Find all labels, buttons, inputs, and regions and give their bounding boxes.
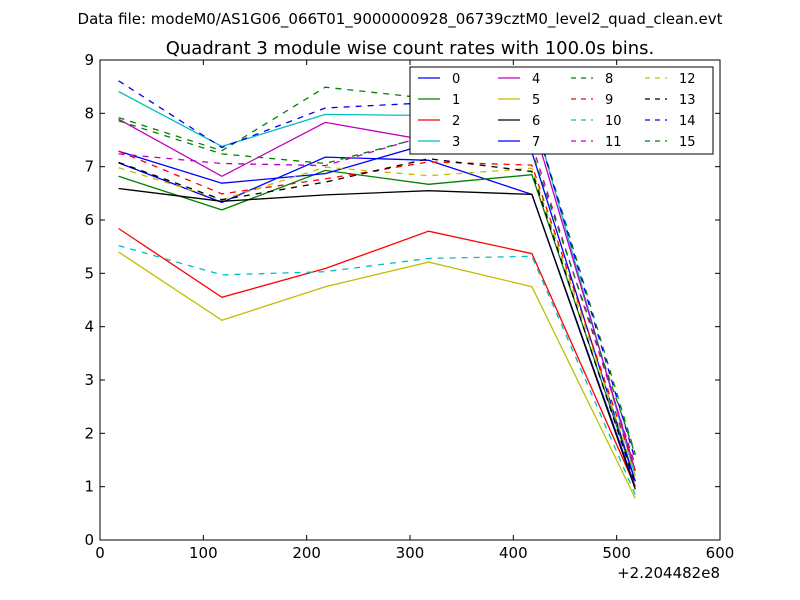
legend-item-15: 15 (645, 135, 696, 150)
legend-item-2: 2 (418, 114, 460, 129)
chart-title: Quadrant 3 module wise count rates with … (166, 38, 655, 59)
series-line-11 (118, 134, 636, 466)
legend-item-3: 3 (418, 135, 460, 150)
legend-item-13: 13 (645, 93, 696, 108)
y-tick-label: 8 (84, 104, 94, 122)
y-tick-label: 5 (84, 264, 94, 282)
legend-item-0: 0 (418, 72, 460, 87)
legend-item-6: 6 (498, 114, 540, 129)
series-line-15 (118, 120, 636, 455)
legend-label: 12 (679, 72, 696, 87)
y-tick-label: 0 (84, 531, 94, 549)
x-tick-label: 500 (602, 544, 631, 562)
legend-label: 5 (532, 93, 540, 108)
y-tick-label: 7 (84, 158, 94, 176)
legend-label: 7 (532, 135, 540, 150)
plot-frame (99, 59, 721, 541)
x-tick-label: 400 (499, 544, 528, 562)
series-line-2 (118, 227, 636, 487)
legend-label: 9 (605, 93, 613, 108)
x-tick-label: 300 (396, 544, 425, 562)
series-line-12 (118, 166, 636, 477)
legend-item-9: 9 (571, 93, 613, 108)
legend-item-8: 8 (571, 72, 613, 87)
series-line-8 (118, 86, 636, 455)
series-line-1 (118, 169, 636, 482)
legend-label: 10 (605, 114, 622, 129)
legend-frame (409, 66, 714, 155)
legend-item-4: 4 (498, 72, 540, 87)
legend-item-7: 7 (498, 135, 540, 150)
legend-item-12: 12 (645, 72, 696, 87)
series-line-4 (118, 118, 636, 471)
series-line-3 (118, 90, 636, 477)
series-line-7 (118, 143, 636, 482)
legend-label: 6 (532, 114, 540, 129)
legend-label: 1 (452, 93, 460, 108)
series-line-6 (118, 187, 636, 490)
series-line-5 (118, 251, 636, 499)
legend-item-1: 1 (418, 93, 460, 108)
x-tick-label: 100 (189, 544, 218, 562)
y-tick-label: 2 (84, 424, 94, 442)
legend-label: 2 (452, 114, 460, 129)
legend-item-10: 10 (571, 114, 622, 129)
series-line-10 (118, 244, 636, 495)
x-tick-label: 0 (95, 544, 105, 562)
legend-label: 15 (679, 135, 696, 150)
legend-item-14: 14 (645, 114, 696, 129)
legend-label: 3 (452, 135, 460, 150)
y-tick-label: 4 (84, 318, 94, 336)
legend-item-11: 11 (571, 135, 622, 150)
y-tick-label: 3 (84, 371, 94, 389)
figure-suptitle: Data file: modeM0/AS1G06_066T01_90000009… (78, 10, 723, 29)
y-tick-label: 6 (84, 211, 94, 229)
y-tick-label: 9 (84, 51, 94, 69)
legend-label: 4 (532, 72, 540, 87)
legend-label: 8 (605, 72, 613, 87)
series-layer (118, 80, 636, 499)
y-tick-label: 1 (84, 478, 94, 496)
legend-item-5: 5 (498, 93, 540, 108)
legend-label: 13 (679, 93, 696, 108)
x-tick-label: 200 (292, 544, 321, 562)
series-line-13 (118, 158, 636, 485)
legend-label: 14 (679, 114, 696, 129)
legend-label: 0 (452, 72, 460, 87)
x-tick-label: 600 (706, 544, 735, 562)
x-offset-label: +2.204482e8 (617, 564, 720, 582)
legend-label: 11 (605, 135, 622, 150)
